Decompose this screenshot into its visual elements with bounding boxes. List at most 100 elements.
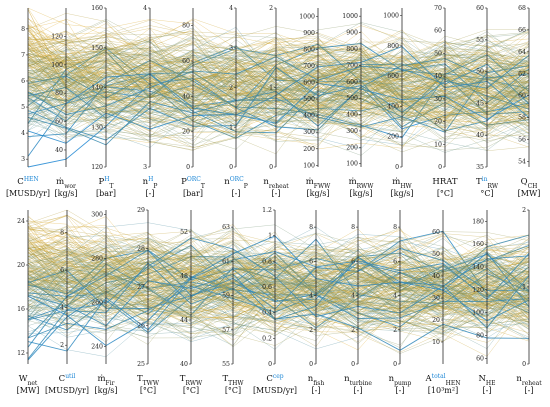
tick-label: 60	[434, 28, 442, 35]
tick-label: 30	[434, 96, 442, 103]
bottom-axis-0: 12 16 20 24 Wnet[MW]	[17, 210, 40, 395]
axis-unit: [°C]	[140, 386, 156, 395]
tick-label: 100	[472, 310, 484, 317]
axis-unit: [MW]	[17, 386, 40, 395]
tick-label: 7	[21, 52, 25, 59]
bottom-axis-12: 0 1 2 nreheat[-]	[516, 207, 542, 395]
axis-label: npump	[389, 374, 412, 387]
tick-label: 0	[522, 361, 526, 368]
tick-label: 130	[91, 124, 103, 131]
tick-label: 600	[387, 73, 399, 80]
axis-unit: [MUSD/yr]	[45, 386, 89, 395]
tick-label: 1.2	[262, 207, 272, 214]
axis-unit: [°C]	[183, 386, 199, 395]
tick-label: 0	[268, 361, 272, 368]
axis-label: PORCT	[181, 176, 205, 190]
axis-unit: [°C]	[225, 386, 241, 395]
axis-unit: [10³m²]	[428, 386, 458, 395]
tick-label: 54	[518, 159, 526, 166]
tick-label: 2	[522, 207, 526, 214]
bottom-axis-1: 2 4 6 8 Cutil[MUSD/yr]	[45, 210, 89, 395]
axes-bottom: 12162024Wnet[MW]2468Cutil[MUSD/yr]240260…	[17, 207, 543, 395]
axis-unit: [°C]	[437, 189, 453, 198]
tick-label: 120	[91, 164, 103, 171]
axis-label: CHEN	[17, 176, 38, 188]
axis-label: Cutil	[59, 373, 76, 385]
axis-label: ṁwor	[56, 177, 76, 190]
tick-label: 300	[91, 211, 103, 218]
tick-label: 200	[346, 144, 358, 151]
axis-label: nreheat	[516, 374, 542, 387]
tick-label: 160	[472, 241, 484, 248]
tick-label: 80	[182, 23, 190, 30]
bottom-axis-9: 0 2 4 6 8 npump[-]	[389, 210, 412, 395]
tick-label: 800	[387, 43, 399, 50]
axis-unit: [kg/s]	[306, 189, 329, 198]
tick-label: 100	[303, 162, 315, 169]
tick-label: 800	[303, 46, 315, 53]
tick-label: 2	[60, 342, 64, 349]
tick-label: 63	[222, 224, 230, 231]
top-axis-5: 0 1 2 3 4 nORCP[-]	[224, 5, 248, 198]
top-axis-10: 0 10 20 30 40 50 60 70 HRAT [°C]	[432, 5, 457, 198]
bottom-axis-2: 240 260 280 300 ṁFir[kg/s]	[91, 210, 118, 395]
tick-label: 1	[522, 284, 526, 291]
tick-label: 6	[21, 78, 25, 85]
tick-label: 20	[434, 119, 442, 126]
tick-label: 140	[472, 264, 484, 271]
tick-label: 24	[17, 218, 25, 225]
axis-label: ṁRWW	[349, 177, 375, 190]
tick-label: 120	[472, 287, 484, 294]
axis-unit: [kg/s]	[390, 189, 413, 198]
tick-label: 62	[518, 71, 526, 78]
tick-label: 2	[229, 85, 233, 92]
tick-label: 900	[346, 30, 358, 37]
tick-label: 160	[91, 5, 103, 12]
tick-label: 200	[303, 146, 315, 153]
tick-label: 20	[17, 262, 25, 269]
tick-label: 120	[51, 33, 63, 40]
axis-label: QCH	[521, 177, 538, 190]
bottom-axis-10: 10 20 30 40 50 60 AtotalHEN[10³m²]	[425, 210, 460, 395]
top-axis-12: 54 56 58 60 62 64 66 68 QCH[MW]	[518, 5, 541, 198]
axis-unit: [-]	[483, 386, 492, 395]
tick-label: 1000	[342, 13, 358, 20]
tick-label: 0	[438, 164, 442, 171]
top-axis-4: 0 20 40 60 80 PORCT[bar]	[181, 8, 205, 198]
tick-label: 55	[222, 361, 230, 368]
bottom-panel: 12162024Wnet[MW]2468Cutil[MUSD/yr]240260…	[17, 207, 543, 395]
axis-unit: [-]	[232, 189, 241, 198]
tick-label: 400	[303, 113, 315, 120]
tick-label: 6	[60, 267, 64, 274]
tick-label: 2	[393, 327, 397, 334]
tick-label: 6	[351, 258, 355, 265]
bottom-axis-6: 0 0.2 0.4 0.6 0.8 1 1.2 Ccep[MUSD/yr]	[253, 207, 297, 395]
tick-label: 4	[21, 130, 25, 137]
top-axis-7: 100 200 300 400 500 600 700 800 900 1000 ṁFWW[kg/s…	[299, 8, 331, 198]
axis-label: TTHW	[222, 374, 244, 387]
tick-label: 0	[309, 361, 313, 368]
axis-unit: °C]	[480, 189, 493, 198]
tick-label: 2	[309, 327, 313, 334]
polylines-bottom	[27, 209, 530, 361]
tick-label: 60	[182, 58, 190, 65]
tick-label: 57	[222, 327, 230, 334]
tick-label: 6	[393, 258, 397, 265]
tick-label: 35	[476, 164, 484, 171]
tick-label: 52	[180, 229, 188, 236]
tick-label: 59	[222, 293, 230, 300]
axis-unit: [-]	[396, 386, 405, 395]
tick-label: 0.6	[262, 284, 272, 291]
tick-label: 40	[180, 361, 188, 368]
tick-label: 50	[434, 50, 442, 57]
tick-label: 0	[393, 361, 397, 368]
tick-label: 240	[91, 343, 103, 350]
tick-label: 0.2	[262, 335, 272, 342]
tick-label: 16	[17, 306, 25, 313]
tick-label: 56	[518, 137, 526, 144]
tick-label: 600	[303, 80, 315, 87]
tick-label: 2	[351, 327, 355, 334]
top-axis-0: 3 4 5 6 7 8 CHEN[MUSD/yr]	[6, 8, 50, 198]
tick-label: 8	[351, 224, 355, 231]
axis-label: nturbine	[344, 374, 372, 387]
